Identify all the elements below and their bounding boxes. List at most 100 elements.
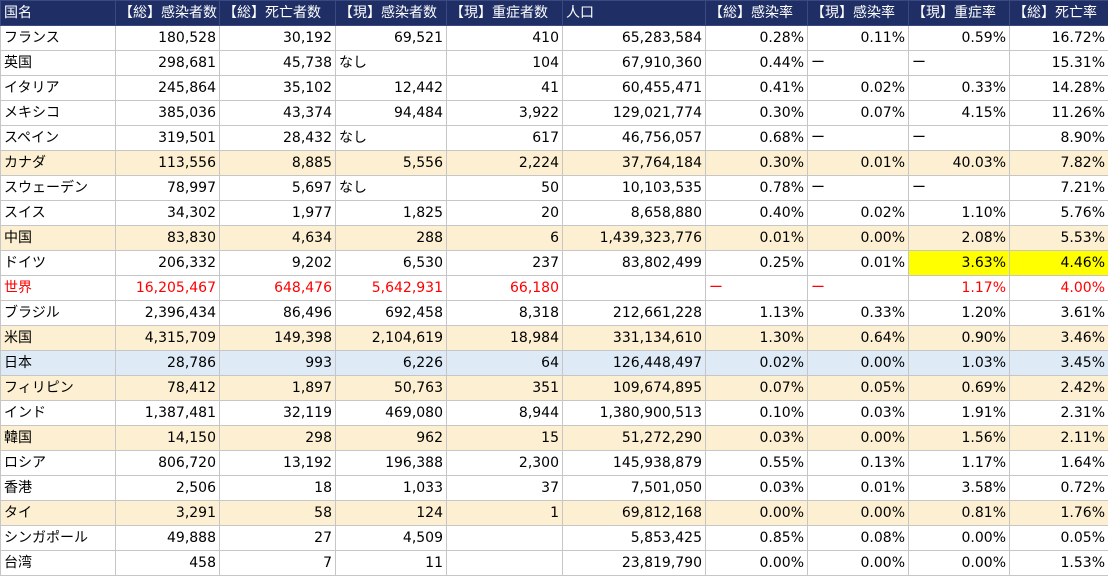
cell-active-infection-rate: 0.33%	[807, 300, 909, 326]
table-row: 香港 2,506 18 1,033 37 7,501,050 0.03% 0.01% 3.58%…	[0, 475, 1108, 501]
cell-total-deaths: 58	[219, 500, 336, 526]
cell-serious-cases: 37	[446, 475, 563, 501]
cell-active-infection-rate: 0.01%	[807, 250, 909, 276]
table-row: インド 1,387,481 32,119 469,080 8,944 1,380,900,…	[0, 400, 1108, 426]
cell-total-infection-rate: 0.55%	[705, 450, 808, 476]
cell-country: イタリア	[0, 75, 116, 101]
cell-total-infection-rate: 0.25%	[705, 250, 808, 276]
cell-total-cases: 4,315,709	[115, 325, 220, 351]
cell-serious-cases	[446, 525, 563, 551]
cell-death-rate: 5.76%	[1009, 200, 1108, 226]
cell-country: インド	[0, 400, 116, 426]
cell-total-infection-rate: 1.30%	[705, 325, 808, 351]
cell-death-rate: 14.28%	[1009, 75, 1108, 101]
cell-total-infection-rate: 0.07%	[705, 375, 808, 401]
cell-total-cases: 806,720	[115, 450, 220, 476]
cell-total-cases: 245,864	[115, 75, 220, 101]
cell-serious-rate: 1.03%	[908, 350, 1010, 376]
cell-total-infection-rate: ー	[705, 275, 808, 301]
cell-death-rate: 3.45%	[1009, 350, 1108, 376]
cell-death-rate: 0.05%	[1009, 525, 1108, 551]
cell-population: 212,661,228	[562, 300, 706, 326]
header-total-cases: 【総】感染者数	[115, 0, 220, 26]
cell-active-cases: 196,388	[335, 450, 447, 476]
cell-country: フランス	[0, 25, 116, 51]
cell-country: シンガポール	[0, 525, 116, 551]
cell-total-deaths: 28,432	[219, 125, 336, 151]
cell-active-cases: 12,442	[335, 75, 447, 101]
cell-active-infection-rate: 0.01%	[807, 150, 909, 176]
cell-total-infection-rate: 0.03%	[705, 475, 808, 501]
cell-death-rate: 2.11%	[1009, 425, 1108, 451]
cell-serious-rate: 1.20%	[908, 300, 1010, 326]
cell-active-infection-rate: 0.00%	[807, 550, 909, 576]
table-row: メキシコ 385,036 43,374 94,484 3,922 129,021,774 0…	[0, 100, 1108, 126]
cell-active-cases: 1,033	[335, 475, 447, 501]
cell-death-rate: 3.46%	[1009, 325, 1108, 351]
cell-population: 60,455,471	[562, 75, 706, 101]
cell-serious-cases: 617	[446, 125, 563, 151]
cell-total-deaths: 30,192	[219, 25, 336, 51]
cell-total-infection-rate: 0.30%	[705, 100, 808, 126]
table-row: スイス 34,302 1,977 1,825 20 8,658,880 0.40% 0.02%…	[0, 200, 1108, 226]
cell-death-rate: 5.53%	[1009, 225, 1108, 251]
cell-death-rate: 15.31%	[1009, 50, 1108, 76]
cell-active-infection-rate: 0.07%	[807, 100, 909, 126]
cell-serious-cases: 66,180	[446, 275, 563, 301]
cell-death-rate: 1.53%	[1009, 550, 1108, 576]
table-row: タイ 3,291 58 124 1 69,812,168 0.00% 0.00% 0.81% 1.…	[0, 500, 1108, 526]
cell-serious-rate: 0.00%	[908, 550, 1010, 576]
cell-death-rate: 1.76%	[1009, 500, 1108, 526]
table-row: スペイン 319,501 28,432 なし 617 46,756,057 0.68% ーー 8…	[0, 125, 1108, 151]
cell-serious-cases: 8,944	[446, 400, 563, 426]
cell-total-infection-rate: 0.78%	[705, 175, 808, 201]
cell-total-infection-rate: 0.00%	[705, 500, 808, 526]
cell-active-cases: 5,556	[335, 150, 447, 176]
cell-active-infection-rate: 0.00%	[807, 225, 909, 251]
cell-country: カナダ	[0, 150, 116, 176]
cell-serious-rate: 1.91%	[908, 400, 1010, 426]
cell-serious-cases: 410	[446, 25, 563, 51]
cell-total-deaths: 32,119	[219, 400, 336, 426]
cell-serious-cases: 351	[446, 375, 563, 401]
cell-active-cases: 2,104,619	[335, 325, 447, 351]
cell-country: 英国	[0, 50, 116, 76]
cell-serious-rate: 1.10%	[908, 200, 1010, 226]
cell-country: 香港	[0, 475, 116, 501]
cell-total-cases: 180,528	[115, 25, 220, 51]
cell-death-rate: 8.90%	[1009, 125, 1108, 151]
table-row: シンガポール 49,888 27 4,509 5,853,425 0.85% 0.08% 0.…	[0, 525, 1108, 551]
cell-serious-cases: 64	[446, 350, 563, 376]
cell-total-deaths: 35,102	[219, 75, 336, 101]
cell-serious-rate: 1.17%	[908, 450, 1010, 476]
cell-total-deaths: 27	[219, 525, 336, 551]
cell-active-cases: なし	[335, 50, 447, 76]
cell-total-deaths: 7	[219, 550, 336, 576]
cell-total-deaths: 13,192	[219, 450, 336, 476]
cell-country: 台湾	[0, 550, 116, 576]
cell-country: フィリピン	[0, 375, 116, 401]
cell-serious-rate: 0.33%	[908, 75, 1010, 101]
cell-total-infection-rate: 0.01%	[705, 225, 808, 251]
header-row: 国名 【総】感染者数 【総】死亡者数 【現】感染者数 【現】重症者数 人口 【総…	[0, 0, 1108, 26]
cell-population	[562, 275, 706, 301]
cell-active-infection-rate: 0.00%	[807, 350, 909, 376]
cell-death-rate: 1.64%	[1009, 450, 1108, 476]
header-total-infection-rate: 【総】感染率	[705, 0, 808, 26]
cell-total-cases: 78,412	[115, 375, 220, 401]
table-row: ドイツ 206,332 9,202 6,530 237 83,802,499 0.25% 0.…	[0, 250, 1108, 276]
cell-population: 46,756,057	[562, 125, 706, 151]
cell-country: 米国	[0, 325, 116, 351]
table-row: 米国 4,315,709 149,398 2,104,619 18,984 331,134…	[0, 325, 1108, 351]
cell-total-infection-rate: 0.03%	[705, 425, 808, 451]
cell-death-rate: 11.26%	[1009, 100, 1108, 126]
cell-population: 109,674,895	[562, 375, 706, 401]
table-row: 英国 298,681 45,738 なし 104 67,910,360 0.44% ーー 15.…	[0, 50, 1108, 76]
cell-serious-cases: 18,984	[446, 325, 563, 351]
cell-serious-rate: 3.58%	[908, 475, 1010, 501]
cell-active-infection-rate: 0.08%	[807, 525, 909, 551]
cell-total-cases: 2,396,434	[115, 300, 220, 326]
cell-country: 世界	[0, 275, 116, 301]
cell-total-cases: 49,888	[115, 525, 220, 551]
cell-total-cases: 298,681	[115, 50, 220, 76]
